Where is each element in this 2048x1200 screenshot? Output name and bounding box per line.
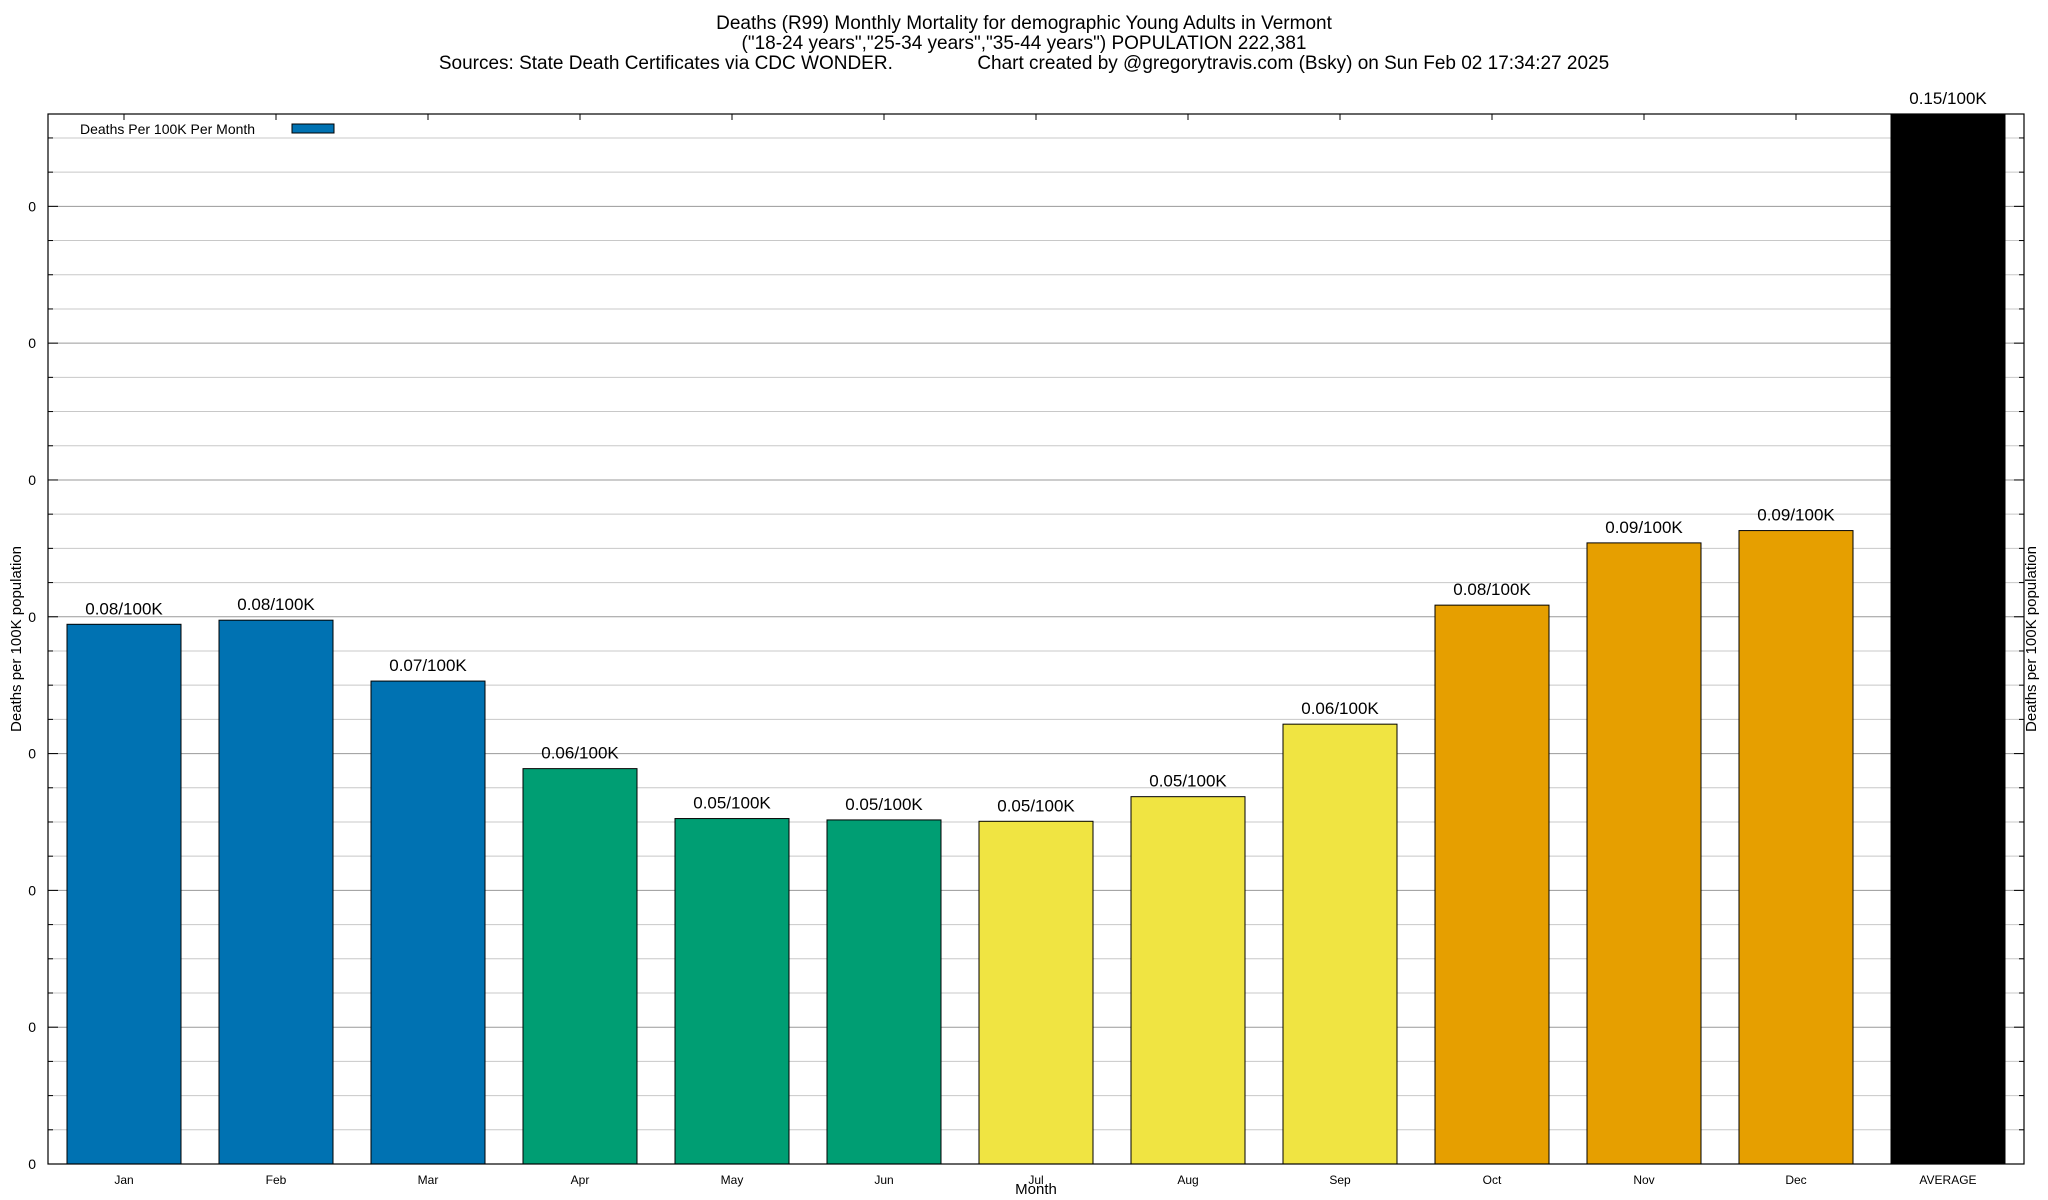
bar-oct xyxy=(1434,604,1550,1165)
x-tick-labels: Jan Feb Mar Apr May Jun Jul Aug Sep Oct Nov Dec AVER… xyxy=(114,114,1977,1187)
chart-source-credit: Sources: State Death Certificates via CD… xyxy=(438,53,1610,74)
data-label-oct: 0.08/100K xyxy=(1453,580,1531,599)
bar-nov xyxy=(1586,542,1702,1165)
x-tick-label-apr: Apr xyxy=(571,1173,590,1187)
bar-dec xyxy=(1738,530,1854,1165)
x-tick-label-mar: Mar xyxy=(418,1173,439,1187)
data-label-aug: 0.05/100K xyxy=(1149,772,1227,791)
data-label-apr: 0.06/100K xyxy=(541,744,619,763)
bar-sep xyxy=(1282,723,1398,1165)
x-tick-label-oct: Oct xyxy=(1483,1173,1502,1187)
data-label-average: 0.15/100K xyxy=(1909,89,1987,108)
x-tick-label-may: May xyxy=(721,1173,744,1187)
bar-jul xyxy=(978,820,1094,1165)
bar-feb xyxy=(218,619,334,1165)
chart-title-block: Deaths (R99) Monthly Mortality for demog… xyxy=(0,14,2048,74)
y-axis-label-right: Deaths per 100K population xyxy=(2023,546,2040,732)
y-tick-label: 0 xyxy=(28,882,36,898)
y-axis-label-left: Deaths per 100K population xyxy=(8,546,25,732)
y-tick-label: 0 xyxy=(28,335,36,351)
data-label-nov: 0.09/100K xyxy=(1605,518,1683,537)
bar-jun xyxy=(826,819,942,1165)
bar-labels: 0.08/100K 0.08/100K 0.07/100K 0.06/100K 0.05… xyxy=(85,89,1987,815)
x-tick-label-aug: Aug xyxy=(1177,1173,1198,1187)
x-tick-label-dec: Dec xyxy=(1785,1173,1806,1187)
y-tick-label: 0 xyxy=(28,198,36,214)
x-tick-label-jun: Jun xyxy=(874,1173,893,1187)
y-tick-label: 0 xyxy=(28,1019,36,1035)
chart-title: Deaths (R99) Monthly Mortality for demog… xyxy=(716,13,1332,34)
data-label-dec: 0.09/100K xyxy=(1757,506,1835,525)
data-label-jul: 0.05/100K xyxy=(997,796,1075,815)
x-tick-label-average: AVERAGE xyxy=(1919,1173,1976,1187)
x-tick-label-nov: Nov xyxy=(1633,1173,1654,1187)
y-tick-label: 0 xyxy=(28,609,36,625)
data-label-jan: 0.08/100K xyxy=(85,599,163,618)
data-label-mar: 0.07/100K xyxy=(389,656,467,675)
y-tick-label: 0 xyxy=(28,746,36,762)
x-tick-label-jul: Jul xyxy=(1028,1173,1043,1187)
bar-apr xyxy=(522,768,638,1165)
bar-average xyxy=(1890,113,2006,1165)
x-axis-label: Month xyxy=(1015,1181,1057,1198)
data-label-may: 0.05/100K xyxy=(693,794,771,813)
data-label-sep: 0.06/100K xyxy=(1301,699,1379,718)
legend-swatch xyxy=(291,123,335,134)
data-label-feb: 0.08/100K xyxy=(237,595,315,614)
legend-label: Deaths Per 100K Per Month xyxy=(80,121,255,137)
bars xyxy=(66,113,2006,1165)
chart-subtitle: ("18-24 years","25-34 years","35-44 year… xyxy=(741,33,1307,54)
x-tick-label-feb: Feb xyxy=(266,1173,287,1187)
bar-may xyxy=(674,818,790,1165)
plot-frame xyxy=(47,113,2025,1165)
data-label-jun: 0.05/100K xyxy=(845,795,923,814)
y-tick-labels: 0 0 0 0 0 0 0 0 xyxy=(28,198,36,1172)
y-tick-label: 0 xyxy=(28,1156,36,1172)
legend: Deaths Per 100K Per Month xyxy=(80,121,335,137)
y-tick-label: 0 xyxy=(28,472,36,488)
bar-mar xyxy=(370,680,486,1165)
bar-jan xyxy=(66,623,182,1165)
x-tick-label-sep: Sep xyxy=(1329,1173,1351,1187)
x-tick-label-jan: Jan xyxy=(114,1173,133,1187)
bar-aug xyxy=(1130,796,1246,1165)
